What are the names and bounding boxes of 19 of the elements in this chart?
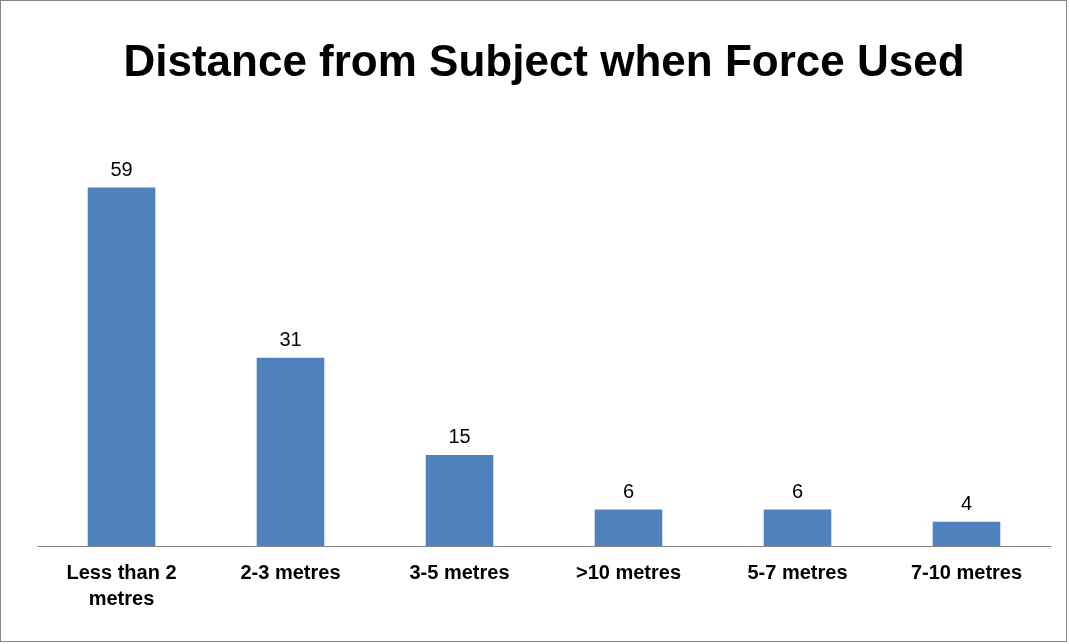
data-label: 31 [279, 327, 302, 350]
bar [763, 509, 832, 546]
x-tick-label: 2-3 metres [240, 560, 341, 583]
bar [932, 521, 1001, 546]
bar [87, 187, 156, 546]
x-tick-label: Less than 2 metres [66, 560, 177, 609]
data-label: 59 [110, 157, 133, 180]
bar [256, 357, 325, 546]
x-tick-label: 7-10 metres [910, 560, 1023, 583]
data-label: 15 [448, 424, 471, 447]
chart-title: Distance from Subject when Force Used [123, 36, 965, 85]
x-tick-label: 5-7 metres [747, 560, 848, 583]
bar [425, 454, 494, 546]
x-tick-label: >10 metres [575, 560, 682, 583]
x-tick-label: 3-5 metres [409, 560, 510, 583]
data-label: 6 [622, 479, 635, 502]
data-label: 4 [960, 491, 973, 514]
bar [594, 509, 663, 546]
data-label: 6 [791, 479, 804, 502]
